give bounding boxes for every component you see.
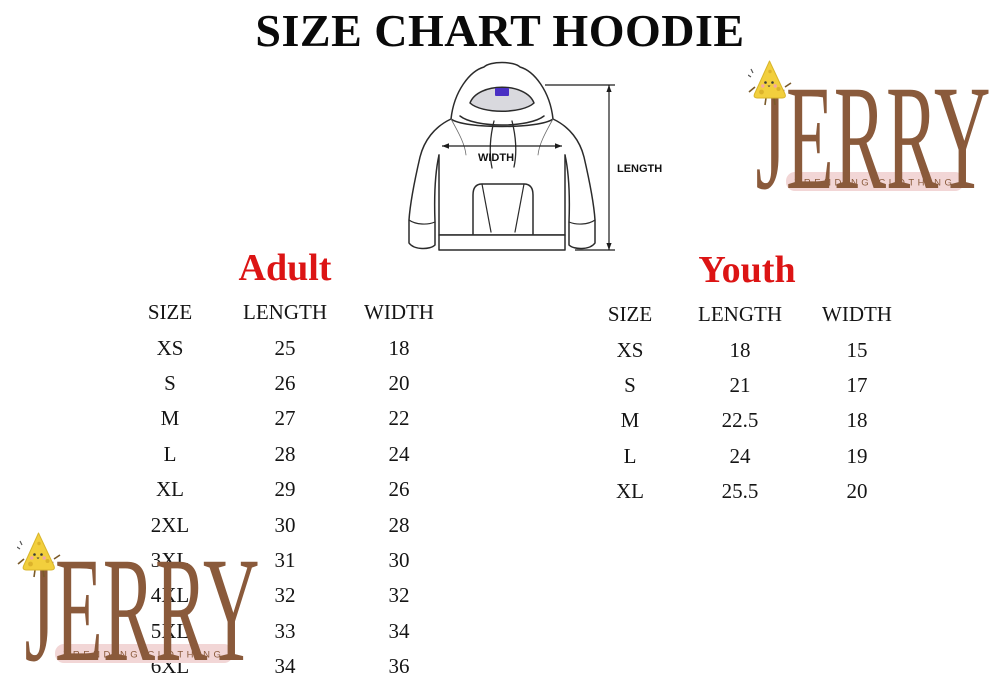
column-header: WIDTH	[822, 302, 892, 327]
tagline-bar	[55, 644, 233, 663]
adult-size-table: SIZE LENGTH WIDTH XS 25 18 S 26 20 M 27 22 L 28 24 XL 29…	[120, 295, 448, 684]
table-row: 2XL 30 28	[120, 507, 448, 542]
table-cell: 30	[388, 547, 410, 572]
table-row: XS 25 18	[120, 330, 448, 365]
table-cell: 3XL	[150, 547, 190, 572]
drawstrings	[489, 120, 517, 169]
table-cell: 25	[274, 335, 296, 360]
table-cell: 18	[729, 337, 751, 362]
hood-tag	[495, 88, 509, 96]
table-cell: 5XL	[150, 618, 190, 643]
table-row: 6XL 34 36	[120, 649, 448, 684]
table-cell: S	[624, 372, 636, 397]
cheese-mascot-icon	[16, 532, 61, 578]
table-cell: XS	[156, 335, 184, 360]
table-cell: 19	[846, 443, 868, 468]
table-cell: 26	[388, 477, 410, 502]
table-cell: 34	[388, 618, 410, 643]
table-row: 3XL 31 30	[120, 543, 448, 578]
adult-heading: Adult	[238, 247, 332, 289]
table-row: XL 25.5 20	[580, 474, 914, 509]
table-cell: 29	[274, 477, 296, 502]
hood-lining	[469, 86, 535, 112]
table-cell: 22	[388, 406, 410, 431]
length-arrow	[545, 84, 615, 251]
youth-size-table: SIZE LENGTH WIDTH XS 18 15 S 21 17 M 22.5 18 L 24 19 XL…	[580, 297, 914, 509]
table-cell: 28	[274, 441, 296, 466]
table-cell: 26	[274, 370, 296, 395]
table-cell: 32	[274, 583, 296, 608]
table-cell: S	[164, 370, 176, 395]
tagline-bar	[786, 172, 964, 191]
left-sleeve	[408, 118, 452, 250]
table-row: L 28 24	[120, 437, 448, 472]
table-cell: 15	[846, 337, 868, 362]
table-cell: M	[620, 408, 640, 433]
table-cell: XS	[616, 337, 644, 362]
brand-tagline: TRENDING CLOTHING	[64, 650, 225, 661]
brand-name: JERRY	[25, 530, 260, 693]
table-row: M 27 22	[120, 401, 448, 436]
table-cell: 2XL	[150, 512, 190, 537]
table-row: M 22.5 18	[580, 403, 914, 438]
column-header: SIZE	[607, 302, 653, 327]
column-header: LENGTH	[698, 302, 782, 327]
hem-band	[438, 234, 566, 251]
table-cell: 36	[388, 654, 410, 679]
width-label: WIDTH	[478, 152, 514, 164]
table-row: 4XL 32 32	[120, 578, 448, 613]
table-cell: 4XL	[150, 583, 190, 608]
table-row: L 24 19	[580, 439, 914, 474]
table-cell: 28	[388, 512, 410, 537]
table-cell: 20	[388, 370, 410, 395]
table-row: S 26 20	[120, 366, 448, 401]
table-cell: 31	[274, 547, 296, 572]
table-cell: 30	[274, 512, 296, 537]
table-cell: M	[160, 406, 180, 431]
collar-rim	[459, 115, 545, 126]
youth-heading: Youth	[698, 249, 796, 291]
brand-name: JERRY	[756, 58, 991, 221]
width-arrow	[442, 143, 562, 149]
table-cell: 24	[388, 441, 410, 466]
kangaroo-pocket	[472, 183, 534, 235]
column-header: WIDTH	[364, 300, 434, 325]
right-sleeve	[552, 118, 596, 250]
table-cell: 17	[846, 372, 868, 397]
length-label: LENGTH	[617, 163, 662, 175]
table-cell: 25.5	[721, 479, 759, 504]
table-cell: 33	[274, 618, 296, 643]
table-row: XL 29 26	[120, 472, 448, 507]
brand-logo-bottom-left: TRENDING CLOTHING JERRY	[16, 527, 267, 695]
table-cell: XL	[616, 479, 644, 504]
brand-tagline: TRENDING CLOTHING	[795, 178, 956, 189]
table-header-row: SIZE LENGTH WIDTH	[580, 297, 914, 332]
table-row: 5XL 33 34	[120, 614, 448, 649]
page-title: SIZE CHART HOODIE	[255, 5, 745, 56]
hoodie-diagram: WIDTH LENGTH	[390, 55, 670, 270]
table-cell: 24	[729, 443, 751, 468]
table-row: S 21 17	[580, 368, 914, 403]
table-cell: 27	[274, 406, 296, 431]
table-cell: L	[163, 441, 177, 466]
hoodie-line-art: WIDTH LENGTH	[408, 61, 662, 251]
table-cell: 34	[274, 654, 296, 679]
table-cell: 20	[846, 479, 868, 504]
table-cell: 18	[388, 335, 410, 360]
table-cell: XL	[156, 477, 184, 502]
table-cell: 18	[846, 408, 868, 433]
table-cell: 22.5	[721, 408, 759, 433]
table-cell: 32	[388, 583, 410, 608]
table-row: XS 18 15	[580, 332, 914, 367]
column-header: SIZE	[147, 300, 193, 325]
brand-logo-top-right: TRENDING CLOTHING JERRY	[747, 55, 998, 223]
table-header-row: SIZE LENGTH WIDTH	[120, 295, 448, 330]
cheese-mascot-icon	[747, 60, 792, 106]
table-cell: 21	[729, 372, 751, 397]
table-cell: L	[623, 443, 637, 468]
column-header: LENGTH	[243, 300, 327, 325]
